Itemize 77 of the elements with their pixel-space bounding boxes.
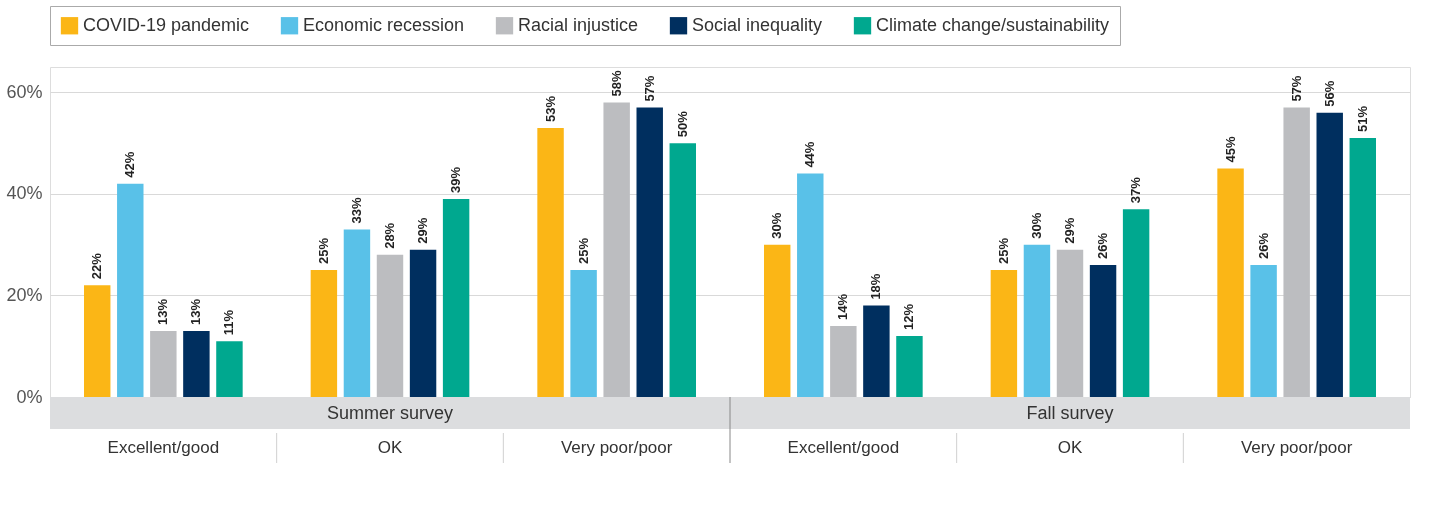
x-tick-label: OK — [377, 437, 403, 457]
bar — [1023, 244, 1051, 397]
data-label: 58% — [608, 70, 624, 97]
x-tick-label: Very poor/poor — [560, 437, 673, 457]
data-label: 50% — [674, 110, 690, 138]
data-label: 11% — [221, 309, 237, 336]
bar — [669, 143, 696, 397]
bar — [1217, 168, 1244, 397]
bar — [603, 102, 630, 397]
y-tick-label: 40% — [6, 183, 43, 204]
bar — [1089, 265, 1117, 397]
data-label: 30% — [769, 212, 785, 239]
data-label: 26% — [1095, 232, 1111, 259]
legend-label: Climate change/sustainability — [876, 14, 1110, 35]
data-label: 22% — [89, 252, 105, 280]
text: Summer survey — [326, 403, 454, 423]
data-label: 57% — [1288, 75, 1304, 102]
data-label: 14% — [835, 293, 851, 320]
data-label: 37% — [1128, 176, 1144, 204]
bar — [1056, 249, 1084, 397]
bar — [764, 244, 791, 397]
data-label: 56% — [1321, 80, 1337, 107]
data-label: 30% — [1028, 212, 1044, 239]
bar — [376, 254, 404, 397]
bar — [150, 331, 177, 397]
data-label: 28% — [382, 222, 397, 249]
data-label: 57% — [641, 75, 657, 102]
legend-label: Racial injustice — [518, 14, 639, 35]
data-label: 26% — [1255, 232, 1271, 259]
bar — [1283, 107, 1310, 397]
bar — [310, 270, 338, 397]
data-label: 12% — [901, 303, 917, 331]
bar — [990, 270, 1018, 397]
text: Fall survey — [1026, 403, 1114, 423]
legend-label: Social inequality — [692, 14, 823, 35]
x-tick-label: Excellent/good — [107, 437, 220, 457]
legend-label: Economic recession — [303, 14, 465, 35]
bar — [84, 285, 111, 397]
data-label: 51% — [1354, 105, 1370, 133]
bar — [409, 249, 437, 397]
data-label: 45% — [1222, 136, 1238, 163]
bar — [636, 107, 663, 397]
bar — [537, 127, 564, 397]
data-label: 25% — [995, 237, 1011, 265]
x-tick-label: OK — [1057, 437, 1083, 457]
legend-label: COVID-19 pandemic — [83, 14, 250, 35]
y-tick-label: 20% — [6, 284, 43, 305]
bar — [570, 270, 597, 397]
bar — [117, 183, 144, 397]
y-tick-label: 0% — [16, 386, 43, 407]
data-label: 29% — [415, 217, 431, 244]
bar — [343, 229, 371, 397]
data-label: 42% — [122, 151, 138, 178]
x-tick-label: Excellent/good — [787, 437, 900, 457]
data-label: 13% — [188, 298, 204, 325]
bar — [1316, 112, 1343, 397]
bar — [216, 341, 243, 397]
bar — [1250, 265, 1277, 397]
data-label: 53% — [542, 95, 558, 122]
data-label: 29% — [1062, 217, 1077, 244]
data-label: 39% — [448, 166, 464, 193]
data-label: 13% — [155, 298, 171, 325]
bar — [896, 336, 923, 397]
x-tick-label: Very poor/poor — [1240, 437, 1353, 457]
bar — [442, 199, 470, 397]
bar — [863, 305, 890, 397]
bar — [797, 173, 824, 397]
data-label: 18% — [868, 273, 884, 300]
bar — [183, 331, 210, 397]
bar — [1349, 138, 1376, 397]
bar — [830, 325, 857, 397]
data-label: 33% — [348, 197, 364, 224]
data-label: 44% — [802, 141, 818, 168]
data-label: 25% — [575, 237, 591, 265]
data-label: 25% — [315, 237, 331, 265]
bar — [1122, 209, 1150, 397]
y-tick-label: 60% — [6, 81, 43, 102]
